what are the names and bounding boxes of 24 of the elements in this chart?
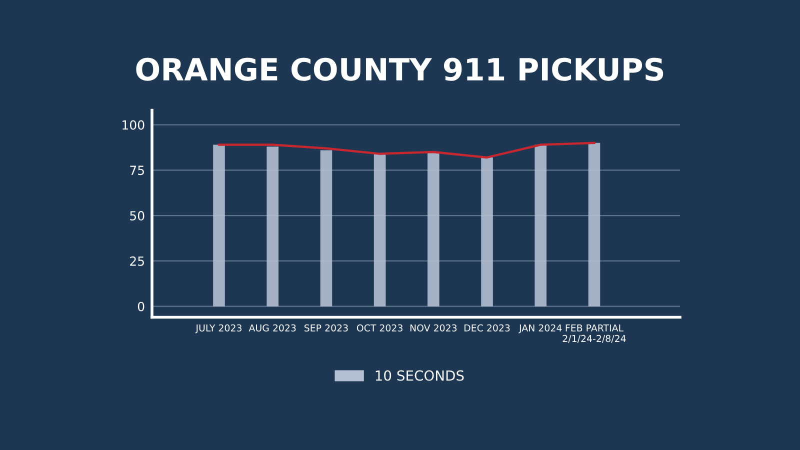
bar <box>213 144 225 306</box>
y-tick-label: 75 <box>130 166 144 176</box>
line-series <box>218 142 596 159</box>
bar <box>481 157 493 306</box>
chart-title: ORANGE COUNTY 911 PICKUPS <box>136 58 664 81</box>
x-tick-label: FEB PARTIAL 2/1/24-2/8/24 <box>562 324 626 343</box>
bar <box>428 152 440 306</box>
y-tick-label: 50 <box>130 211 144 220</box>
bar <box>320 150 332 306</box>
x-tick-label: DEC 2023 <box>464 324 510 332</box>
x-tick-label: NOV 2023 <box>410 324 457 332</box>
y-tick-label: 0 <box>138 302 144 312</box>
y-tick-label: 100 <box>122 120 144 130</box>
x-tick-label: SEP 2023 <box>304 324 348 332</box>
bar <box>534 144 547 306</box>
x-tick-label: JAN 2024 <box>518 324 562 334</box>
x-tick-label: JULY 2023 <box>195 324 242 334</box>
bar <box>374 154 386 306</box>
x-tick-label: OCT 2023 <box>356 324 402 332</box>
bar <box>266 146 279 306</box>
y-tick-label: 25 <box>130 256 144 266</box>
legend-label: 10 SECONDS <box>376 370 464 381</box>
x-tick-label: AUG 2023 <box>248 324 296 332</box>
bar <box>588 142 600 306</box>
